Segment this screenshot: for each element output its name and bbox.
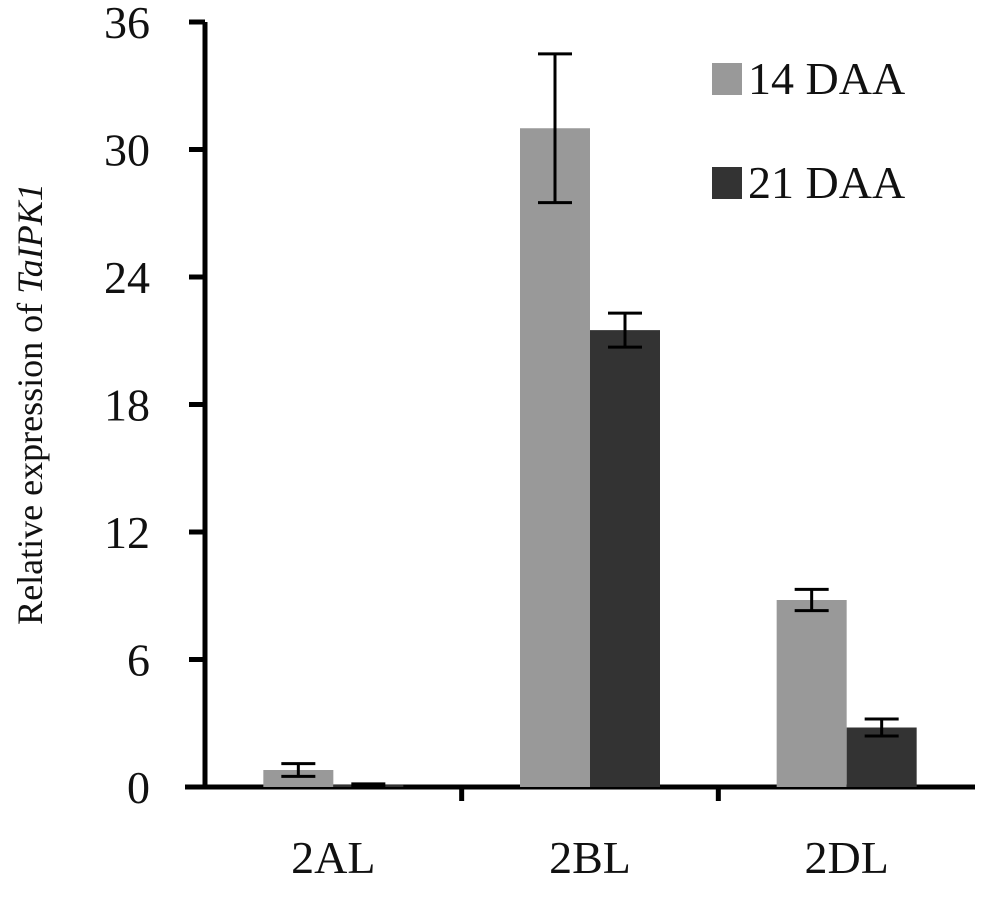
y-axis-title: Relative expression of TaIPK1 bbox=[10, 183, 50, 625]
error-bars bbox=[281, 52, 899, 788]
x-tick-label: 2AL bbox=[291, 832, 375, 883]
y-axis-title-gene: TaIPK1 bbox=[10, 183, 50, 294]
y-axis: 0 6 12 18 24 30 36 bbox=[104, 0, 208, 813]
x-tick-label: 2BL bbox=[549, 832, 631, 883]
y-tick-label: 36 bbox=[104, 0, 150, 48]
y-tick-label: 18 bbox=[104, 380, 150, 431]
y-tick-label: 24 bbox=[104, 252, 150, 303]
x-axis: 2AL 2BL 2DL bbox=[185, 784, 975, 883]
legend-label: 21 DAA bbox=[748, 157, 905, 208]
legend-swatch bbox=[712, 63, 742, 95]
y-axis-title-prefix: Relative expression of bbox=[10, 294, 50, 625]
bar bbox=[590, 330, 660, 787]
bars bbox=[263, 128, 917, 787]
bar bbox=[520, 128, 590, 787]
y-tick-label: 12 bbox=[104, 507, 150, 558]
y-tick-label: 6 bbox=[127, 635, 150, 686]
legend-swatch bbox=[712, 167, 742, 199]
y-tick-label: 30 bbox=[104, 125, 150, 176]
legend: 14 DAA 21 DAA bbox=[712, 53, 905, 208]
bar bbox=[263, 770, 334, 787]
x-tick-label: 2DL bbox=[805, 832, 889, 883]
legend-label: 14 DAA bbox=[748, 53, 905, 104]
bar bbox=[776, 600, 847, 787]
y-tick-label: 0 bbox=[127, 762, 150, 813]
